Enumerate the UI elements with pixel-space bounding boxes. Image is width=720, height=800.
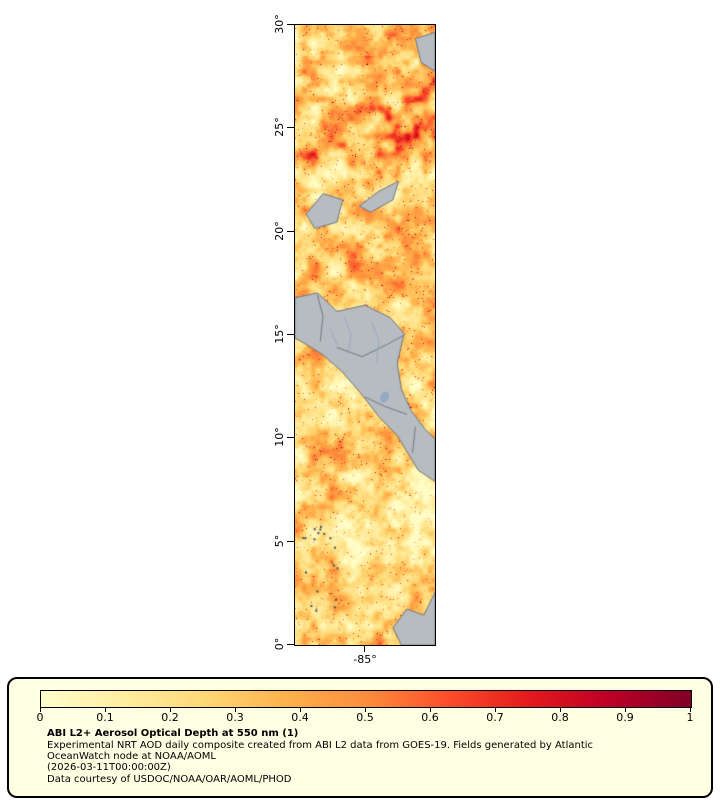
colorbar-tick xyxy=(365,708,366,712)
colorbar-tick xyxy=(430,708,431,712)
colorbar-tick-label: 0 xyxy=(36,711,44,724)
colorbar-tick-label: 0.2 xyxy=(161,711,179,724)
colorbar xyxy=(40,690,692,708)
lat-tick xyxy=(287,127,294,128)
colorbar-tick-label: 0.8 xyxy=(551,711,569,724)
colorbar-tick-label: 0.6 xyxy=(421,711,439,724)
colorbar-tick-label: 0.9 xyxy=(616,711,634,724)
lat-label: 25° xyxy=(272,117,286,137)
colorbar-tick xyxy=(170,708,171,712)
colorbar-tick-label: 0.7 xyxy=(486,711,504,724)
caption-line: Experimental NRT AOD daily composite cre… xyxy=(47,740,594,751)
lat-tick xyxy=(287,231,294,232)
colorbar-tick xyxy=(235,708,236,712)
caption-line: OceanWatch node at NOAA/AOML xyxy=(47,751,216,762)
lat-label: 0° xyxy=(272,637,286,651)
colorbar-tick xyxy=(300,708,301,712)
lon-label: -85° xyxy=(353,653,377,666)
caption-title: ABI L2+ Aerosol Optical Depth at 550 nm … xyxy=(47,728,299,739)
lat-tick xyxy=(287,541,294,542)
caption-line: Data courtesy of USDOC/NOAA/OAR/AOML/PHO… xyxy=(47,774,292,785)
lat-tick xyxy=(287,437,294,438)
lat-label: 10° xyxy=(272,427,286,447)
colorbar-tick xyxy=(625,708,626,712)
lat-tick xyxy=(287,24,294,25)
lat-tick xyxy=(287,334,294,335)
colorbar-tick-label: 0.1 xyxy=(96,711,114,724)
lat-label: 5° xyxy=(272,534,286,548)
lat-label: 30° xyxy=(272,14,286,34)
colorbar-tick-label: 0.5 xyxy=(356,711,374,724)
lat-label: 20° xyxy=(272,221,286,241)
colorbar-tick-label: 1 xyxy=(686,711,694,724)
colorbar-tick-label: 0.3 xyxy=(226,711,244,724)
colorbar-tick xyxy=(495,708,496,712)
lat-tick xyxy=(287,644,294,645)
lat-label: 15° xyxy=(272,324,286,344)
map-frame xyxy=(294,24,436,646)
aod-map-canvas xyxy=(295,25,435,645)
colorbar-tick xyxy=(105,708,106,712)
caption-line: (2026-03-11T00:00:00Z) xyxy=(47,762,171,773)
colorbar-tick-label: 0.4 xyxy=(291,711,309,724)
colorbar-tick xyxy=(690,708,691,712)
colorbar-tick xyxy=(560,708,561,712)
lon-tick xyxy=(364,646,365,652)
colorbar-tick xyxy=(40,708,41,712)
